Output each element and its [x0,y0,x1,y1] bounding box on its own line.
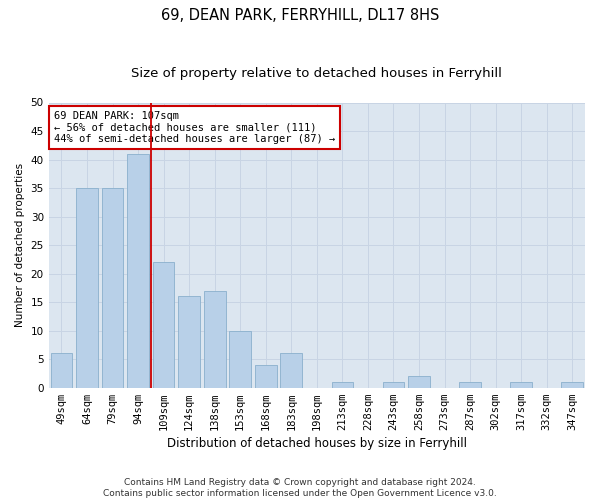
Bar [153,262,175,388]
Bar [280,354,302,388]
Text: Contains HM Land Registry data © Crown copyright and database right 2024.
Contai: Contains HM Land Registry data © Crown c… [103,478,497,498]
Y-axis label: Number of detached properties: Number of detached properties [15,163,25,327]
Bar [204,290,226,388]
Bar [178,296,200,388]
Bar [459,382,481,388]
Bar [332,382,353,388]
Bar [562,382,583,388]
X-axis label: Distribution of detached houses by size in Ferryhill: Distribution of detached houses by size … [167,437,467,450]
Text: 69, DEAN PARK, FERRYHILL, DL17 8HS: 69, DEAN PARK, FERRYHILL, DL17 8HS [161,8,439,22]
Bar [50,354,72,388]
Bar [510,382,532,388]
Bar [408,376,430,388]
Bar [127,154,149,388]
Bar [101,188,124,388]
Bar [76,188,98,388]
Bar [255,365,277,388]
Bar [383,382,404,388]
Bar [229,330,251,388]
Title: Size of property relative to detached houses in Ferryhill: Size of property relative to detached ho… [131,68,502,80]
Text: 69 DEAN PARK: 107sqm
← 56% of detached houses are smaller (111)
44% of semi-deta: 69 DEAN PARK: 107sqm ← 56% of detached h… [54,111,335,144]
